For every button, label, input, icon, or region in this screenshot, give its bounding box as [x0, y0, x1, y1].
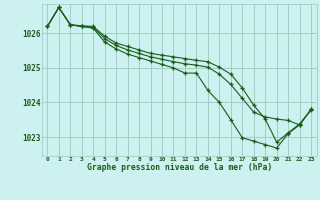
- X-axis label: Graphe pression niveau de la mer (hPa): Graphe pression niveau de la mer (hPa): [87, 163, 272, 172]
